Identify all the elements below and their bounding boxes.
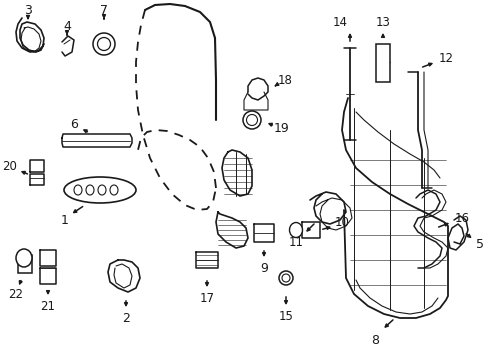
Text: 11: 11 xyxy=(288,235,303,248)
Text: 6: 6 xyxy=(70,117,78,130)
Ellipse shape xyxy=(93,33,115,55)
Text: 22: 22 xyxy=(8,288,23,302)
Ellipse shape xyxy=(98,185,106,195)
Text: 19: 19 xyxy=(274,122,289,135)
Text: 20: 20 xyxy=(2,159,18,172)
Ellipse shape xyxy=(243,111,261,129)
Ellipse shape xyxy=(16,249,32,267)
Ellipse shape xyxy=(279,271,292,285)
Text: 14: 14 xyxy=(332,15,347,28)
Text: 13: 13 xyxy=(375,15,389,28)
Ellipse shape xyxy=(74,185,82,195)
Ellipse shape xyxy=(282,274,289,282)
Text: 17: 17 xyxy=(199,292,214,305)
Ellipse shape xyxy=(97,37,110,50)
Ellipse shape xyxy=(64,177,136,203)
Ellipse shape xyxy=(86,185,94,195)
Text: 15: 15 xyxy=(278,310,293,323)
Ellipse shape xyxy=(289,222,302,238)
Text: 18: 18 xyxy=(277,75,292,87)
Ellipse shape xyxy=(246,114,257,126)
Ellipse shape xyxy=(110,185,118,195)
Text: 4: 4 xyxy=(63,21,71,33)
Text: 3: 3 xyxy=(24,4,32,17)
Text: 12: 12 xyxy=(438,51,452,64)
Text: 2: 2 xyxy=(122,311,130,324)
Text: 1: 1 xyxy=(61,215,69,228)
Text: 9: 9 xyxy=(260,261,267,274)
Text: 10: 10 xyxy=(334,216,349,230)
FancyBboxPatch shape xyxy=(18,255,32,273)
Text: 8: 8 xyxy=(370,333,378,346)
Text: 7: 7 xyxy=(100,4,108,17)
Text: 5: 5 xyxy=(475,238,483,251)
FancyBboxPatch shape xyxy=(375,44,389,82)
Text: 21: 21 xyxy=(41,300,55,312)
Text: 16: 16 xyxy=(453,211,468,225)
